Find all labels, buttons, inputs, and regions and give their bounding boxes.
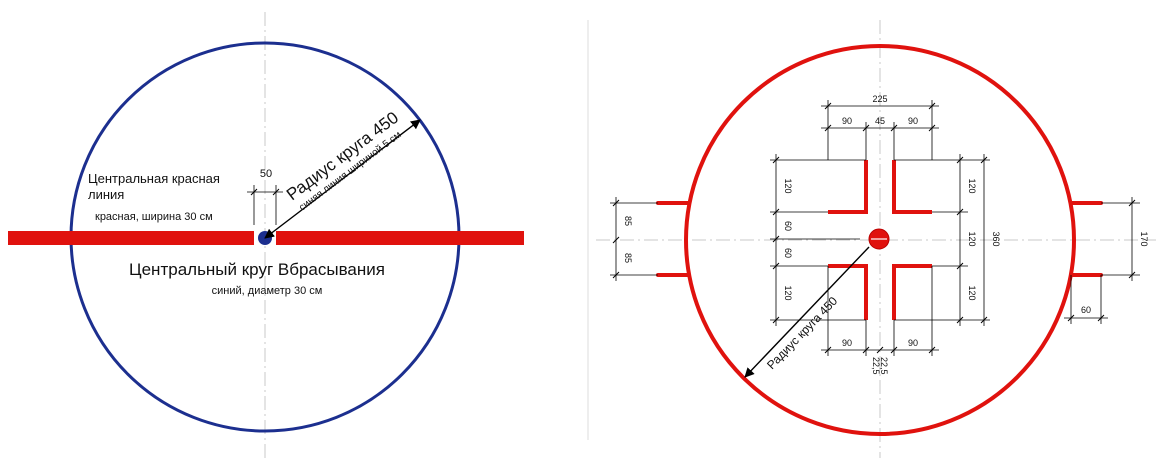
dim-top-total: 225: [872, 94, 887, 104]
dim-tick: [612, 199, 620, 207]
mark-bottom-left: [828, 264, 868, 320]
dim-outer-right-bot: 60: [1081, 305, 1091, 315]
center-red-line-right: [276, 231, 524, 245]
dim-tick: [824, 102, 832, 110]
left-radius-arrow: [264, 119, 421, 239]
left-radius-label: Радиус круга 450: [283, 108, 402, 204]
dim-tick: [772, 262, 780, 270]
right-radius-arrow: [744, 246, 870, 378]
dim-tick: [772, 316, 780, 324]
dim-tick: [890, 346, 898, 354]
dim-tick: [956, 156, 964, 164]
dim-tick: [862, 346, 870, 354]
dim-top-left: 90: [842, 116, 852, 126]
dim-top-mid: 45: [875, 116, 885, 126]
dim-left-top: 120: [783, 178, 793, 193]
dim-tick: [772, 208, 780, 216]
center-line-title-2: линия: [88, 187, 124, 202]
dim-tick: [824, 124, 832, 132]
dim-right-total: 360: [991, 231, 1001, 246]
center-red-line-left: [8, 231, 254, 245]
center-line-title-1: Центральная красная: [88, 171, 220, 186]
outer-left-dimensions: 85 85: [610, 197, 658, 281]
dim-outer-right: 170: [1139, 231, 1149, 246]
dim-bot-mid1: 22,5: [871, 357, 881, 375]
dim-outer-left-bot: 85: [623, 253, 633, 263]
bottom-dimensions: 90 90 22,5 22,5: [821, 266, 939, 375]
dim-left-m1: 60: [783, 221, 793, 231]
dim-tick: [612, 271, 620, 279]
outer-right-dimensions: 170 60: [1064, 197, 1149, 324]
dim-right-bot: 120: [967, 285, 977, 300]
dim-tick: [772, 156, 780, 164]
dim-tick: [928, 102, 936, 110]
dim-tick: [612, 236, 620, 244]
dim-tick: [876, 346, 884, 354]
faceoff-l-marks: [828, 160, 932, 320]
gap-tick-left: [250, 188, 258, 196]
dim-tick: [1097, 314, 1105, 322]
dim-tick: [1067, 314, 1075, 322]
dim-bot-left: 90: [842, 338, 852, 348]
dim-tick: [928, 124, 936, 132]
right-center-circle: [684, 44, 1076, 436]
dim-tick: [928, 346, 936, 354]
center-line-sub: красная, ширина 30 см: [95, 211, 213, 223]
dim-tick: [862, 124, 870, 132]
outer-hash-marks: [656, 201, 1103, 277]
dim-right-top: 120: [967, 178, 977, 193]
right-diagram: 225 90 45 90 120 60 60 120: [596, 20, 1156, 458]
dim-right-mid: 120: [967, 231, 977, 246]
dim-top-right: 90: [908, 116, 918, 126]
mark-bottom-right: [892, 264, 932, 320]
mark-top-left: [828, 160, 868, 214]
dim-left-bot: 120: [783, 285, 793, 300]
dim-tick: [824, 346, 832, 354]
dim-outer-left-top: 85: [623, 216, 633, 226]
dim-left-m2: 60: [783, 248, 793, 258]
dim-bot-right: 90: [908, 338, 918, 348]
left-diagram: 50 Радиус круга 450 синяя линия шириной …: [8, 12, 524, 460]
dim-tick: [1128, 271, 1136, 279]
dim-tick: [1128, 199, 1136, 207]
dim-tick: [772, 235, 780, 243]
right-dimensions: 120 120 120 360: [894, 154, 1001, 326]
faceoff-sub: синий, диаметр 30 см: [212, 285, 323, 297]
mark-top-right: [892, 160, 932, 214]
dim-bot-mid2: 22,5: [879, 357, 889, 375]
right-radius-label: Радиус круга 450: [764, 294, 840, 372]
left-dimensions: 120 60 60 120: [770, 154, 866, 326]
dim-tick: [956, 262, 964, 270]
dim-tick: [956, 316, 964, 324]
dim-tick: [890, 124, 898, 132]
top-dimensions: 225 90 45 90: [821, 94, 939, 160]
dim-tick: [956, 208, 964, 216]
dim-tick: [980, 156, 988, 164]
gap-dim-label: 50: [260, 168, 272, 180]
faceoff-title: Центральный круг Вбрасывания: [129, 260, 385, 279]
dim-tick: [980, 316, 988, 324]
